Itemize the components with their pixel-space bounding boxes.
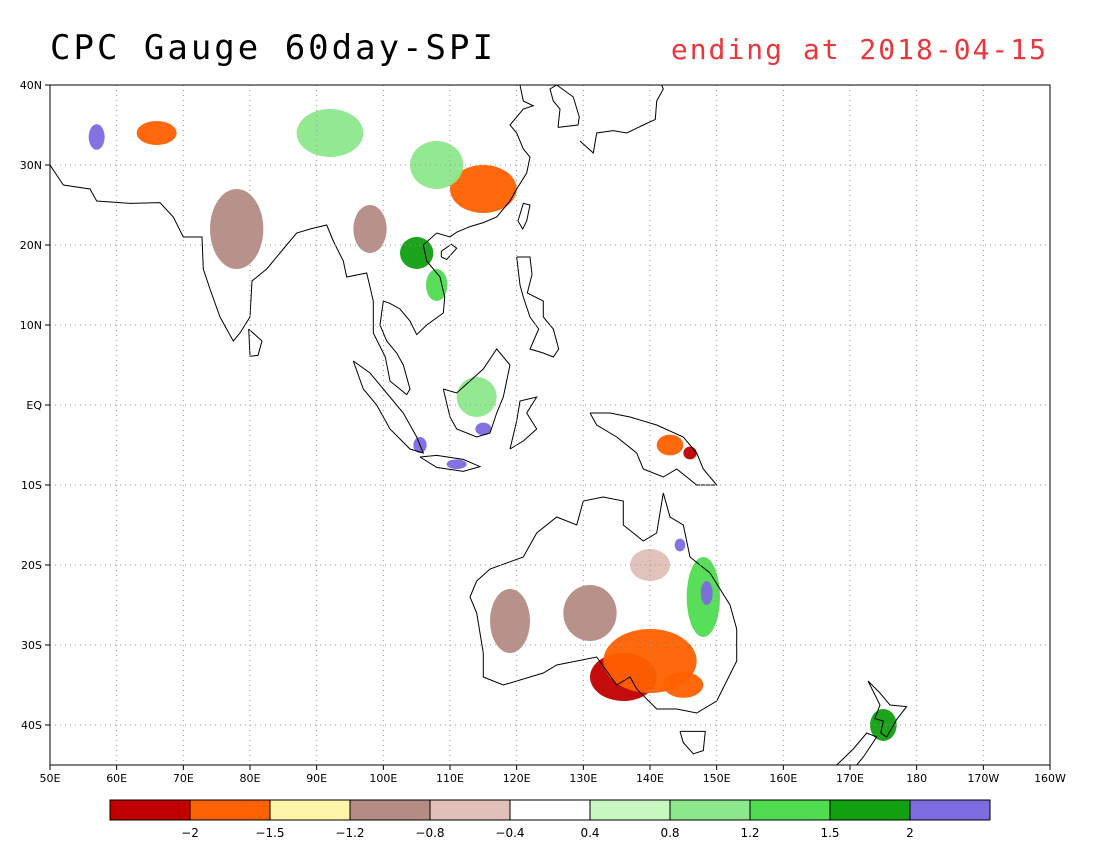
longitude-ticks: 50E 60E 70E 80E 90E 100E 110E 120E 130E 140E 150E 1… bbox=[40, 765, 1066, 785]
coastline-layer bbox=[50, 85, 908, 765]
tick-label-lon: 50E bbox=[40, 772, 61, 785]
tick-label-lat: 40S bbox=[21, 719, 42, 732]
colorbar-label: −0.4 bbox=[495, 826, 524, 840]
tick-label-lon: 130E bbox=[569, 772, 597, 785]
latitude-ticks: 40N 30N 20N 10N EQ 10S 20S 30S 40S bbox=[20, 79, 50, 732]
date-subtitle: ending at 2018-04-15 bbox=[670, 33, 1048, 66]
colorbar-swatch bbox=[589, 799, 671, 821]
spi-field-layer bbox=[88, 109, 897, 741]
colorbar-label: −0.8 bbox=[415, 826, 444, 840]
coastline-japan bbox=[579, 85, 664, 154]
spi-borneo-wet bbox=[456, 377, 497, 417]
colorbar-swatch bbox=[349, 799, 431, 821]
colorbar: −2 −1.5 −1.2 −0.8 −0.4 0.4 0.8 1.2 1.5 2 bbox=[109, 799, 991, 840]
spi-iran-purple bbox=[88, 124, 105, 150]
colorbar-label: 2 bbox=[906, 826, 914, 840]
coastline-nz-south bbox=[835, 732, 878, 765]
colorbar-label: −1.2 bbox=[335, 826, 364, 840]
spi-queensland-purple bbox=[700, 581, 713, 605]
spi-png-dry bbox=[656, 434, 684, 456]
colorbar-swatch bbox=[909, 799, 991, 821]
tick-label-lon: 90E bbox=[306, 772, 327, 785]
coastline-asia bbox=[50, 85, 535, 396]
spi-china-wet bbox=[410, 141, 464, 189]
tick-label-lon: 60E bbox=[106, 772, 127, 785]
colorbar-label: 1.5 bbox=[820, 826, 839, 840]
spi-western-australia-dry bbox=[490, 589, 530, 653]
tick-label-lat: 30N bbox=[20, 159, 42, 172]
spi-victoria-orange bbox=[663, 672, 704, 698]
tick-label-lon: 100E bbox=[369, 772, 397, 785]
spi-java-purple bbox=[446, 459, 467, 470]
tick-label-lon: 70E bbox=[173, 772, 194, 785]
spi-indochina-wet bbox=[400, 237, 434, 269]
tick-label-lat: 20N bbox=[20, 239, 42, 252]
colorbar-swatch bbox=[189, 799, 271, 821]
coastline-india-lanka bbox=[248, 328, 263, 357]
colorbar-label: 1.2 bbox=[740, 826, 759, 840]
colorbar-swatch bbox=[269, 799, 351, 821]
spi-qld-purple-north bbox=[674, 538, 686, 552]
gridlines bbox=[50, 85, 1050, 765]
coastline-philippines bbox=[516, 256, 560, 358]
colorbar-swatch bbox=[429, 799, 511, 821]
tick-label-lon: 170W bbox=[967, 772, 999, 785]
tick-label-lon: 140E bbox=[636, 772, 664, 785]
page-title: CPC Gauge 60day-SPI bbox=[50, 28, 496, 68]
spi-kazakh-wet bbox=[296, 109, 364, 157]
tick-label-lon: 170E bbox=[836, 772, 864, 785]
coastline-taiwan bbox=[517, 202, 531, 231]
tick-label-lon: 160W bbox=[1034, 772, 1066, 785]
spi-nz-wet bbox=[870, 709, 897, 741]
colorbar-swatch bbox=[829, 799, 911, 821]
tick-label-lat: EQ bbox=[26, 399, 42, 412]
coastline-borneo bbox=[442, 348, 511, 438]
tick-label-lon: 150E bbox=[703, 772, 731, 785]
tick-label-lon: 160E bbox=[769, 772, 797, 785]
colorbar-label: 0.4 bbox=[580, 826, 599, 840]
spi-png-wet bbox=[683, 446, 697, 460]
coastline-sulawesi bbox=[509, 396, 538, 450]
coastline-java bbox=[419, 454, 482, 472]
colorbar-label: −1.5 bbox=[255, 826, 284, 840]
coastline-australia bbox=[469, 492, 738, 714]
spi-myanmar-dry bbox=[353, 205, 387, 253]
colorbar-swatch bbox=[669, 799, 751, 821]
spi-south-china-dry bbox=[450, 165, 517, 213]
tick-label-lon: 120E bbox=[503, 772, 531, 785]
tick-label-lat: 30S bbox=[21, 639, 42, 652]
colorbar-swatch bbox=[749, 799, 831, 821]
coastline-new-guinea bbox=[589, 412, 718, 486]
coastline-tasmania bbox=[679, 730, 706, 755]
tick-label-lon: 110E bbox=[436, 772, 464, 785]
tick-label-lon: 80E bbox=[240, 772, 261, 785]
tick-label-lat: 40N bbox=[20, 79, 42, 92]
tick-label-lat: 10S bbox=[21, 479, 42, 492]
tick-label-lat: 20S bbox=[21, 559, 42, 572]
coastline-nz-north bbox=[867, 680, 908, 738]
coastline-hainan bbox=[440, 243, 458, 261]
plot-frame bbox=[49, 84, 1051, 766]
colorbar-swatch bbox=[509, 799, 591, 821]
colorbar-label: −2 bbox=[181, 826, 199, 840]
spi-india-dry bbox=[210, 189, 264, 269]
tick-label-lon: 180 bbox=[906, 772, 927, 785]
spi-tibet-dry bbox=[136, 121, 177, 145]
spi-borneo-purple bbox=[475, 422, 492, 436]
coastline-korea bbox=[549, 85, 580, 128]
colorbar-swatch bbox=[109, 799, 191, 821]
spi-laos-wet bbox=[426, 269, 448, 301]
coastline-sumatra bbox=[352, 360, 425, 454]
tick-label-lat: 10N bbox=[20, 319, 42, 332]
colorbar-label: 0.8 bbox=[660, 826, 679, 840]
spi-central-australia-dry bbox=[563, 585, 617, 641]
